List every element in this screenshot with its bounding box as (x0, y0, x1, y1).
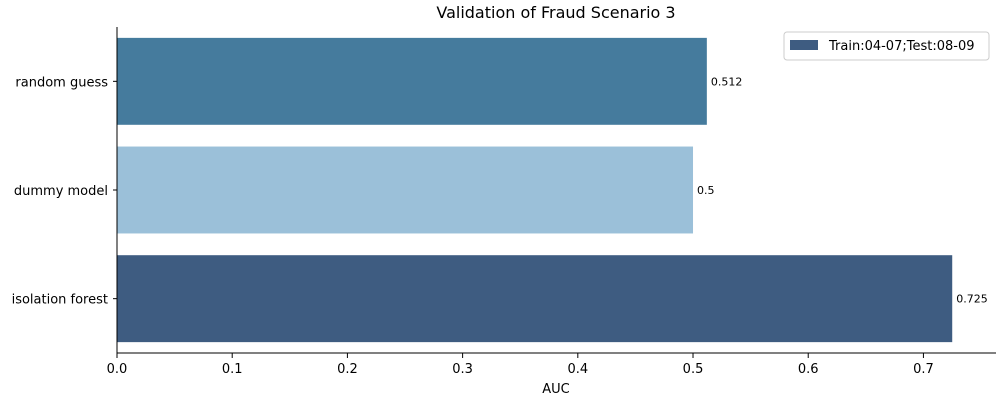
x-tick-label: 0.6 (798, 362, 819, 377)
x-axis-ticks: 0.0 0.1 0.2 0.3 0.4 0.5 0.6 0.7 (107, 353, 934, 377)
x-tick-label: 0.1 (222, 362, 243, 377)
y-axis-ticks: random guess dummy model isolation forest (12, 75, 117, 308)
bar-value-label: 0.512 (711, 75, 743, 88)
bars-group (117, 37, 953, 343)
bar (117, 146, 694, 234)
bar-value-label: 0.725 (956, 293, 988, 306)
x-tick-label: 0.4 (567, 362, 588, 377)
chart-title: Validation of Fraud Scenario 3 (436, 3, 675, 22)
bar-value-label: 0.5 (697, 184, 715, 197)
y-tick-label: dummy model (14, 184, 108, 199)
legend-swatch (790, 40, 818, 50)
legend-entry-label: Train:04-07;Test:08-09 (828, 39, 974, 54)
x-tick-label: 0.7 (913, 362, 934, 377)
x-tick-label: 0.0 (107, 362, 128, 377)
y-tick-label: isolation forest (12, 293, 108, 308)
bar (117, 37, 707, 125)
y-tick-label: random guess (15, 75, 108, 90)
x-tick-label: 0.2 (337, 362, 358, 377)
value-labels-group: 0.512 0.5 0.725 (697, 75, 988, 305)
x-tick-label: 0.3 (452, 362, 473, 377)
x-axis-label: AUC (542, 382, 570, 397)
legend: Train:04-07;Test:08-09 (783, 31, 990, 61)
legend-box (783, 31, 990, 61)
x-tick-label: 0.5 (683, 362, 704, 377)
bar (117, 255, 953, 343)
